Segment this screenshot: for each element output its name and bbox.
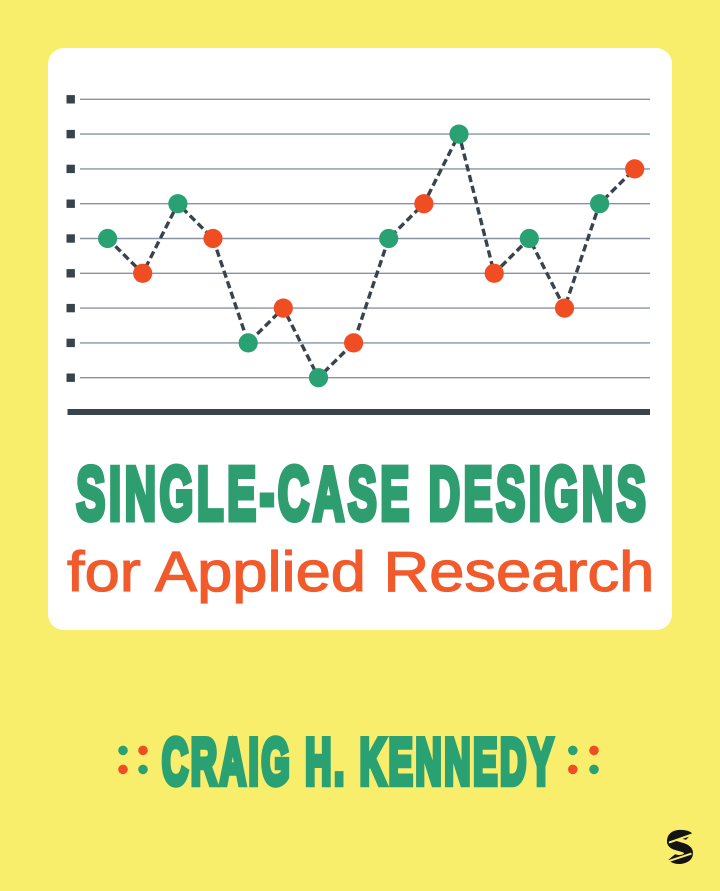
svg-text:SINGLE-CASE DESIGNS: SINGLE-CASE DESIGNS xyxy=(76,451,649,536)
svg-text:for Applied Research: for Applied Research xyxy=(67,540,654,603)
svg-text:CRAIG H. KENNEDY: CRAIG H. KENNEDY xyxy=(162,727,556,799)
